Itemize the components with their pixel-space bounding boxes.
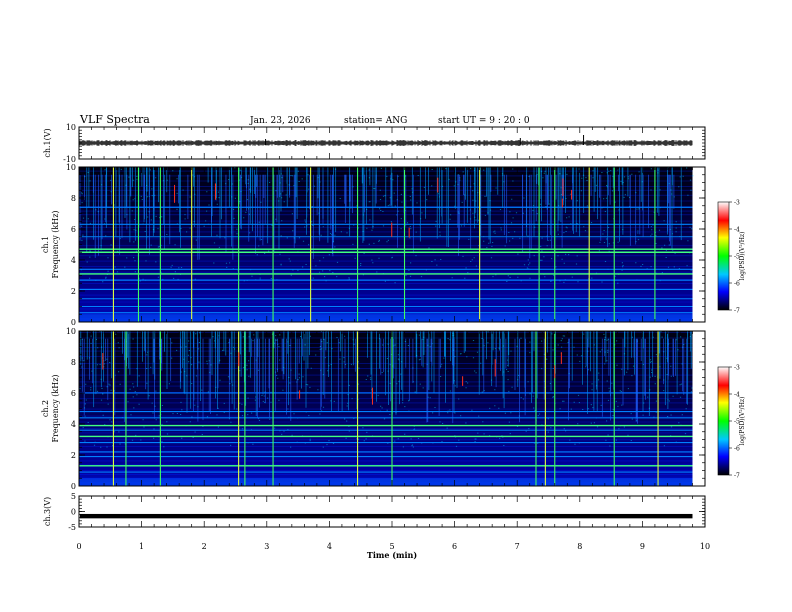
- ch3-waveform-panel: 5 0 -5 ch.3(V): [43, 492, 706, 532]
- x-tick-label: 4: [327, 542, 332, 551]
- x-tick-label: 9: [640, 542, 645, 551]
- panel-ylabel: ch.3(V): [43, 497, 52, 526]
- panel-channel-label: ch.1: [41, 236, 50, 253]
- x-tick-label: 10: [700, 542, 710, 551]
- x-tick-label: 6: [452, 542, 457, 551]
- colorbar-label: log(PSD)(V²/Hz): [739, 397, 746, 446]
- colorbar-tick-label: -7: [734, 308, 740, 315]
- ch2-spectrogram-panel: 0 2 4 6 8 10 ch.2 Frequency (kHz): [41, 327, 706, 491]
- station-label: station= ANG: [344, 116, 407, 126]
- ch2-colorbar: -3 -4 -5 -6 -7 log(PSD)(V²/Hz): [717, 365, 746, 480]
- colorbar-gradient: [717, 366, 730, 476]
- x-tick-label: 3: [264, 542, 269, 551]
- time-axis: 0 1 2 3 4 5 6 7 8 9 10 Time (min): [76, 542, 710, 560]
- colorbar-tick-label: -5: [734, 419, 740, 426]
- colorbar-tick-label: -3: [734, 365, 740, 372]
- figure-title: VLF Spectra: [79, 113, 150, 126]
- start-time-label: start UT = 9 : 20 : 0: [438, 116, 530, 126]
- colorbar-tick-label: -6: [734, 281, 740, 288]
- y-tick-label: 2: [71, 451, 76, 460]
- panel-frame: [78, 166, 706, 323]
- colorbar-gradient: [717, 201, 730, 311]
- y-tick-label: 6: [71, 225, 76, 234]
- panel-frame: [78, 495, 706, 528]
- x-tick-label: 8: [577, 542, 582, 551]
- x-tick-label: 1: [139, 542, 144, 551]
- y-tick-label: -10: [63, 155, 76, 164]
- x-tick-label: 0: [76, 542, 81, 551]
- ch1-waveform-panel: 10 -10 ch.1(V): [43, 123, 706, 164]
- ch3-waveform-trace: [80, 513, 693, 519]
- sferic-streaks-faint: [81, 338, 688, 424]
- y-tick-label: 0: [71, 318, 76, 327]
- low-band: [79, 314, 693, 322]
- y-tick-label: 5: [71, 492, 76, 501]
- ch1-colorbar: -3 -4 -5 -6 -7 log(PSD)(V²/Hz): [717, 200, 746, 315]
- colorbar-tick-label: -6: [734, 446, 740, 453]
- low-band: [79, 478, 693, 486]
- colorbar-tick-label: -5: [734, 254, 740, 261]
- colorbar-tick-label: -7: [734, 473, 740, 480]
- colorbar-label: log(PSD)(V²/Hz): [739, 232, 746, 281]
- y-tick-label: 10: [66, 327, 76, 336]
- ch1-waveform-trace: [79, 140, 693, 146]
- y-tick-label: 8: [71, 194, 76, 203]
- panel-ylabel: Frequency (kHz): [51, 374, 60, 442]
- panel-channel-label: ch.2: [41, 400, 50, 417]
- panel-frame: [78, 330, 706, 487]
- date-label: Jan. 23, 2026: [249, 116, 311, 126]
- y-tick-label: 2: [71, 287, 76, 296]
- panel-ylabel: ch.1(V): [43, 128, 52, 157]
- y-tick-label: 6: [71, 389, 76, 398]
- colorbar-tick-label: -3: [734, 200, 740, 207]
- y-tick-label: 10: [66, 123, 76, 132]
- y-tick-label: 8: [71, 358, 76, 367]
- colorbar-tick-label: -4: [734, 392, 740, 399]
- y-tick-label: -5: [68, 523, 76, 532]
- x-tick-label: 5: [389, 542, 394, 551]
- colorbar-tick-label: -4: [734, 227, 740, 234]
- x-tick-label: 2: [202, 542, 207, 551]
- y-tick-label: 4: [71, 420, 76, 429]
- y-tick-label: 0: [71, 482, 76, 491]
- panel-frame: [78, 126, 706, 160]
- panel-ylabel: Frequency (kHz): [51, 210, 60, 278]
- x-tick-label: 7: [515, 542, 520, 551]
- ch1-spectrogram-panel: 0 2 4 6 8 10 ch.1 Frequency (kHz): [41, 163, 706, 327]
- y-tick-label: 0: [71, 508, 76, 517]
- y-tick-label: 4: [71, 256, 76, 265]
- x-axis-label: Time (min): [367, 550, 417, 560]
- y-tick-label: 10: [66, 163, 76, 172]
